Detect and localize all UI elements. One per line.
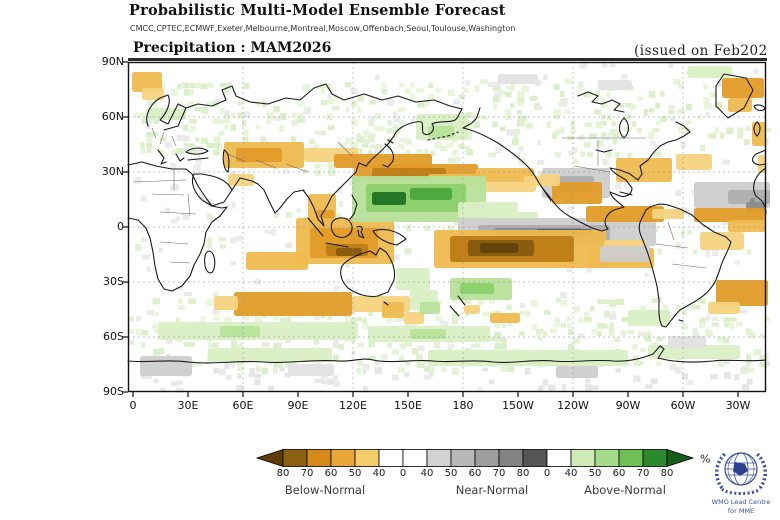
colorbar-value-label: 70 — [300, 468, 314, 479]
wmo-globe-land — [733, 462, 748, 476]
y-axis-label: 60S — [103, 330, 124, 343]
country-borders — [132, 127, 707, 269]
wmo-logo: WMO Lead Centre for MME — [712, 451, 771, 515]
field-season-label: Precipitation : MAM2026 — [133, 40, 332, 56]
axis-ticks — [123, 61, 739, 397]
page-title: Probabilistic Multi-Model Ensemble Forec… — [129, 2, 506, 19]
colorbar-value-label: 70 — [492, 468, 506, 479]
x-axis-label: 90W — [615, 399, 641, 412]
x-axis-label: 60W — [670, 399, 696, 412]
x-axis-label: 150E — [394, 399, 422, 412]
x-axis-label: 0 — [129, 399, 137, 412]
x-axis-label: 30W — [725, 399, 751, 412]
x-axis-label: 180 — [452, 399, 474, 412]
colorbar-value-label: 50 — [348, 468, 362, 479]
y-axis-label: 60N — [101, 110, 124, 123]
colorbar-value-label: 80 — [276, 468, 290, 479]
colorbar-value-label: 0 — [399, 468, 407, 479]
map-frame — [127, 61, 767, 393]
header-divider — [128, 58, 767, 61]
model-list-subtitle: CMCC,CPTEC,ECMWF,Exeter,Melbourne,Montre… — [130, 24, 516, 33]
x-axis-label: 120E — [339, 399, 367, 412]
x-axis-label: 30E — [177, 399, 199, 412]
x-axis-label: 90E — [287, 399, 309, 412]
y-axis-label: 90S — [103, 385, 124, 398]
x-axis-label: 60E — [232, 399, 254, 412]
colorbar-value-label: 40 — [372, 468, 386, 479]
legend-category-near-normal: Near-Normal — [455, 483, 529, 497]
colorbar-value-label: 80 — [660, 468, 674, 479]
colorbar-value-label: 80 — [516, 468, 530, 479]
legend-category-above-normal: Above-Normal — [584, 483, 666, 497]
colorbar-value-label: 50 — [444, 468, 458, 479]
x-axis-label: 150W — [502, 399, 534, 412]
probability-colorbar: % — [255, 448, 710, 468]
coastlines — [127, 73, 767, 364]
x-axis-label: 120W — [557, 399, 589, 412]
colorbar-value-label: 0 — [543, 468, 551, 479]
colorbar-value-label: 60 — [468, 468, 482, 479]
colorbar-value-label: 60 — [324, 468, 338, 479]
colorbar-unit-label: % — [700, 453, 710, 466]
wmo-logo-text-line2: for MME — [728, 507, 754, 515]
wmo-logo-text-line1: WMO Lead Centre — [712, 498, 771, 506]
y-axis-label: 90N — [101, 55, 124, 68]
colorbar-value-label: 40 — [420, 468, 434, 479]
colorbar-value-label: 60 — [612, 468, 626, 479]
issued-date-note: (issued on Feb202 — [634, 43, 768, 59]
y-axis-label: 0 — [117, 220, 124, 233]
y-axis-label: 30N — [101, 165, 124, 178]
colorbar-value-label: 50 — [588, 468, 602, 479]
colorbar-value-label: 70 — [636, 468, 650, 479]
colorbar-value-label: 40 — [564, 468, 578, 479]
y-axis-label: 30S — [103, 275, 124, 288]
legend-category-below-normal: Below-Normal — [284, 483, 366, 497]
world-forecast-map — [123, 61, 772, 397]
